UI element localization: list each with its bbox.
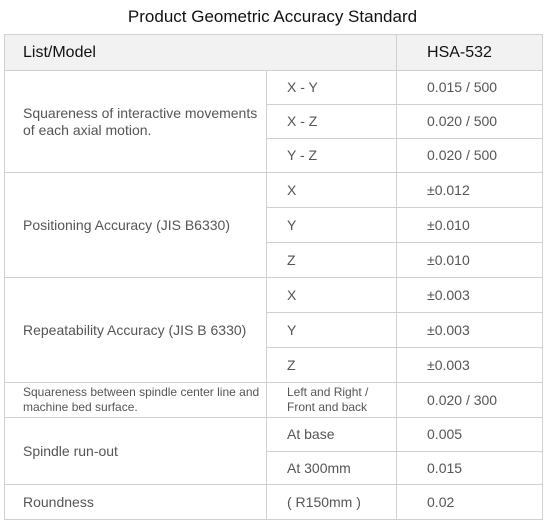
value-cell: ±0.010 <box>396 242 544 278</box>
accuracy-table: List/Model HSA-532 Squareness of interac… <box>3 34 544 520</box>
table-row: Positioning Accuracy (JIS B6330) X ±0.01… <box>4 172 544 278</box>
table-row: Repeatability Accuracy (JIS B 6330) X ±0… <box>4 277 544 383</box>
model-header: HSA-532 <box>396 34 544 71</box>
axis-cell: X - Z <box>265 104 398 139</box>
value-cell: 0.020 / 500 <box>396 138 544 173</box>
value-cell: 0.02 <box>396 484 544 520</box>
list-model-header: List/Model <box>3 34 398 71</box>
table-row: Squareness between spindle center line a… <box>4 382 544 418</box>
axis-cell: Left and Right / Front and back <box>265 382 398 418</box>
value-cell: ±0.012 <box>396 172 544 208</box>
parameter-cell: Positioning Accuracy (JIS B6330) <box>4 172 267 278</box>
axis-cell: Y - Z <box>265 138 398 173</box>
table-row: Y ±0.010 <box>5 207 544 243</box>
axis-cell: Y <box>265 207 398 243</box>
axis-cell: At 300mm <box>265 451 398 485</box>
parameter-cell: Spindle run-out <box>4 417 267 485</box>
axis-cell: At base <box>265 417 398 452</box>
table-header-row: List/Model HSA-532 <box>3 34 544 71</box>
value-cell: 0.005 <box>396 417 544 452</box>
value-cell: 0.020 / 300 <box>396 382 544 418</box>
table-row: Y - Z 0.020 / 500 <box>5 138 544 173</box>
axis-cell: X - Y <box>265 70 398 105</box>
value-cell: 0.020 / 500 <box>396 104 544 139</box>
table-title: Product Geometric Accuracy Standard <box>127 7 418 26</box>
table-row: X - Z 0.020 / 500 <box>5 104 544 139</box>
parameter-cell: Squareness of interactive movements of e… <box>4 70 267 173</box>
value-cell: ±0.003 <box>396 347 544 383</box>
table-row: Z ±0.010 <box>5 242 544 278</box>
axis-cell: ( R150mm ) <box>265 484 398 520</box>
axis-cell: X <box>265 172 398 208</box>
table-row: Roundness ( R150mm ) 0.02 <box>4 484 544 520</box>
axis-cell: X <box>265 277 398 313</box>
parameter-cell: Squareness between spindle center line a… <box>4 382 267 418</box>
value-cell: 0.015 <box>396 451 544 485</box>
parameter-cell: Roundness <box>4 484 267 520</box>
parameter-cell: Repeatability Accuracy (JIS B 6330) <box>4 277 267 383</box>
axis-cell: Z <box>265 242 398 278</box>
value-cell: ±0.003 <box>396 277 544 313</box>
table-row: Y ±0.003 <box>5 312 544 348</box>
value-cell: ±0.010 <box>396 207 544 243</box>
axis-cell: Z <box>265 347 398 383</box>
table-row: Spindle run-out At base 0.005 <box>4 417 544 485</box>
axis-cell: Y <box>265 312 398 348</box>
table-row: Z ±0.003 <box>5 347 544 383</box>
table-row: Squareness of interactive movements of e… <box>4 70 544 173</box>
table-row: At 300mm 0.015 <box>5 451 544 485</box>
value-cell: ±0.003 <box>396 312 544 348</box>
value-cell: 0.015 / 500 <box>396 70 544 105</box>
